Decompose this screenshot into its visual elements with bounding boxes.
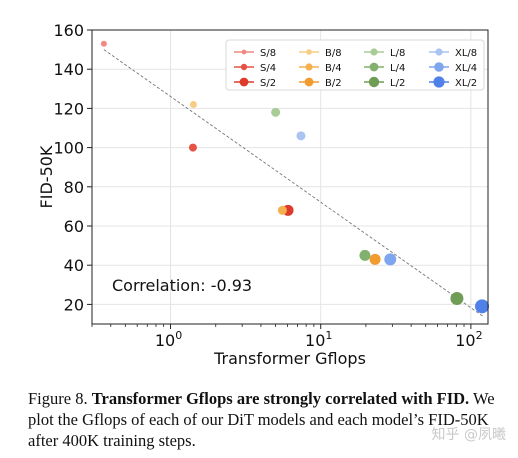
data-point-l-4 xyxy=(359,249,371,261)
data-point-xl-4 xyxy=(384,253,397,266)
y-axis-label: FID-50K xyxy=(37,145,56,208)
y-tick-label: 80 xyxy=(64,178,84,197)
legend-label: XL/4 xyxy=(455,63,477,74)
data-point-l-8 xyxy=(271,107,281,117)
legend-label: L/2 xyxy=(390,78,405,89)
data-point-l-2 xyxy=(450,292,464,306)
legend-label: XL/8 xyxy=(455,48,477,59)
legend-label: L/8 xyxy=(390,48,405,59)
legend-marker xyxy=(433,76,445,88)
data-point-xl-2 xyxy=(475,299,490,314)
data-point-xl-8 xyxy=(296,131,306,141)
figure-caption: Figure 8. Transformer Gflops are strongl… xyxy=(28,388,506,451)
legend-label: L/4 xyxy=(390,63,405,74)
legend-marker xyxy=(434,62,444,72)
caption-label: Figure 8. xyxy=(28,389,88,408)
legend-marker xyxy=(305,63,313,71)
legend-marker xyxy=(370,48,378,56)
data-point-s-4 xyxy=(188,143,197,152)
data-point-b-8 xyxy=(189,100,197,108)
legend-marker xyxy=(304,77,314,87)
x-tick-label: 100 xyxy=(155,329,182,350)
legend-label: B/8 xyxy=(325,48,342,59)
data-point-b-2 xyxy=(369,253,381,265)
legend-marker xyxy=(306,49,312,55)
chart-svg: 20 40 60 80 100 120 140 160 100 101 102 Transformer… xyxy=(37,21,490,368)
y-tick-label: 40 xyxy=(64,256,84,275)
caption-body-text: We plot the Gflops of each of our DiT mo… xyxy=(28,389,495,450)
x-tick-label: 101 xyxy=(305,329,332,350)
y-tick-label: 140 xyxy=(53,60,84,79)
trend-line xyxy=(103,49,484,317)
legend-label: B/2 xyxy=(325,78,342,89)
legend-label: S/2 xyxy=(260,78,276,89)
legend-label: S/8 xyxy=(260,48,276,59)
x-tick-label: 102 xyxy=(455,329,482,350)
legend-box xyxy=(225,39,485,91)
plot-frame xyxy=(91,29,489,325)
data-point-s-8 xyxy=(100,40,107,47)
y-tick-label: 100 xyxy=(53,139,84,158)
x-axis-label: Transformer Gflops xyxy=(213,349,366,368)
y-tick-label: 60 xyxy=(64,217,84,236)
correlation-annotation: Correlation: -0.93 xyxy=(112,276,252,295)
legend-marker xyxy=(369,62,379,72)
legend-marker xyxy=(435,48,443,56)
data-point-b-4 xyxy=(277,205,287,215)
legend-marker xyxy=(240,63,248,71)
y-tick-label: 160 xyxy=(53,21,84,40)
watermark: 知乎 @夙曦 xyxy=(431,427,506,443)
caption-bold-text: Transformer Gflops are strongly correlat… xyxy=(91,389,470,408)
legend-marker xyxy=(241,49,247,55)
legend-label: S/4 xyxy=(260,63,276,74)
legend-marker xyxy=(368,76,380,88)
legend-marker xyxy=(239,77,249,87)
legend-label: XL/2 xyxy=(455,78,477,89)
y-tick-label: 20 xyxy=(64,295,84,314)
y-tick-label: 120 xyxy=(53,99,84,118)
legend-label: B/4 xyxy=(325,63,342,74)
